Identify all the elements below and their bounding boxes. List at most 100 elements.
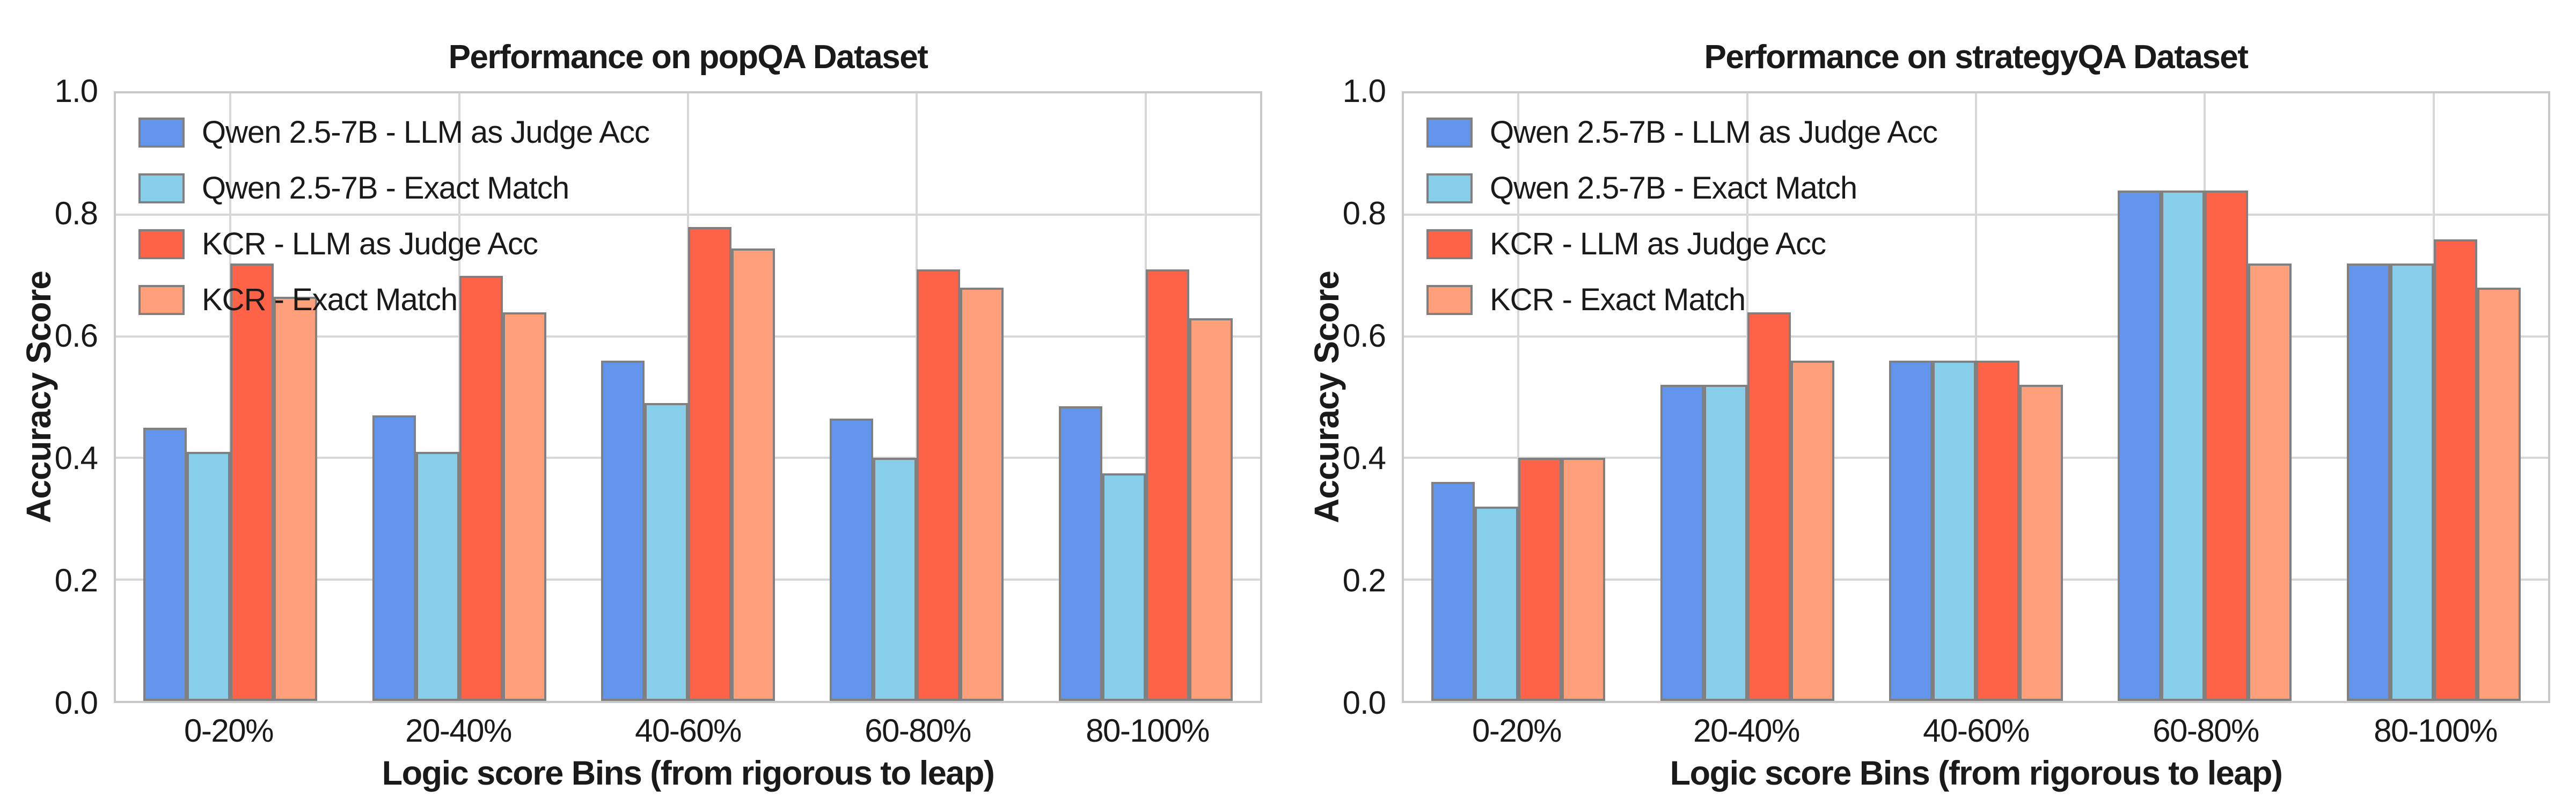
x-tick-label: 20-40% (1693, 713, 1800, 749)
x-tick-label: 20-40% (405, 713, 512, 749)
bar-kcr---exact-match-0-20% (274, 297, 318, 701)
x-tick-label: 40-60% (1923, 713, 2030, 749)
bar-kcr---llm-as-judge-acc-80-100% (2433, 239, 2477, 701)
bar-qwen-2.5-7b---llm-as-judge-acc-20-40% (372, 415, 416, 701)
legend-swatch (1426, 229, 1473, 259)
y-tick-label: 0.8 (1342, 195, 1386, 231)
bar-qwen-2.5-7b---llm-as-judge-acc-20-40% (1660, 385, 1704, 701)
x-tick-label: 60-80% (2153, 713, 2259, 749)
legend-swatch (138, 118, 185, 148)
x-tick-label: 40-60% (635, 713, 742, 749)
bar-kcr---exact-match-60-80% (960, 288, 1004, 701)
legend-swatch (1426, 285, 1473, 315)
bar-kcr---exact-match-80-100% (2477, 288, 2521, 701)
legend-label: KCR - Exact Match (1490, 282, 1746, 317)
y-tick-label: 0.2 (1342, 562, 1386, 598)
bar-kcr---exact-match-20-40% (1790, 361, 1834, 701)
bar-qwen-2.5-7b---llm-as-judge-acc-0-20% (143, 427, 187, 701)
bar-qwen-2.5-7b---exact-match-40-60% (1932, 361, 1976, 701)
bar-kcr---llm-as-judge-acc-80-100% (1145, 269, 1189, 701)
y-tick-label: 0.4 (1342, 440, 1386, 476)
legend-item: KCR - Exact Match (1426, 284, 1937, 316)
legend-item: Qwen 2.5-7B - Exact Match (1426, 173, 1937, 204)
legend-label: KCR - LLM as Judge Acc (202, 226, 538, 261)
y-tick-label: 0.0 (54, 685, 98, 721)
bar-kcr---exact-match-80-100% (1189, 318, 1233, 701)
y-tick-label: 0.0 (1342, 685, 1386, 721)
plot-area: Qwen 2.5-7B - LLM as Judge Acc Qwen 2.5-7… (1402, 91, 2550, 703)
legend-swatch (138, 285, 185, 315)
legend-item: KCR - Exact Match (138, 284, 649, 316)
y-tick-label: 1.0 (54, 73, 98, 109)
y-axis-ticks: 0.0 0.2 0.4 0.6 0.8 1.0 (0, 75, 98, 719)
bar-qwen-2.5-7b---llm-as-judge-acc-40-60% (1889, 361, 1933, 701)
bar-kcr---exact-match-0-20% (1562, 458, 1606, 701)
bar-kcr---exact-match-40-60% (2019, 385, 2063, 701)
bar-kcr---llm-as-judge-acc-0-20% (230, 263, 274, 701)
y-tick-label: 1.0 (1342, 73, 1386, 109)
bar-qwen-2.5-7b---exact-match-0-20% (187, 451, 231, 701)
bar-qwen-2.5-7b---exact-match-20-40% (415, 451, 459, 701)
x-tick-label: 0-20% (184, 713, 274, 749)
x-axis-ticks: 0-20% 20-40% 40-60% 60-80% 80-100% (1402, 715, 2550, 758)
legend: Qwen 2.5-7B - LLM as Judge Acc Qwen 2.5-7… (138, 115, 650, 316)
bar-qwen-2.5-7b---exact-match-60-80% (2161, 191, 2205, 701)
legend-swatch (1426, 173, 1473, 203)
bar-kcr---llm-as-judge-acc-60-80% (917, 269, 961, 701)
legend-swatch (138, 229, 185, 259)
x-tick-label: 60-80% (865, 713, 971, 749)
bar-qwen-2.5-7b---llm-as-judge-acc-0-20% (1431, 482, 1475, 701)
legend-label: Qwen 2.5-7B - Exact Match (202, 171, 569, 206)
legend-label: KCR - LLM as Judge Acc (1490, 226, 1826, 261)
x-axis-label: Logic score Bins (from rigorous to leap) (382, 755, 995, 792)
y-tick-label: 0.8 (54, 195, 98, 231)
bar-kcr---exact-match-60-80% (2248, 263, 2292, 701)
bar-kcr---llm-as-judge-acc-0-20% (1518, 458, 1562, 701)
chart-title: Performance on strategyQA Dataset (1704, 39, 2249, 76)
bar-qwen-2.5-7b---exact-match-60-80% (873, 458, 917, 701)
y-tick-label: 0.2 (54, 562, 98, 598)
strategyqa-chart: Performance on strategyQA Dataset Accura… (1288, 0, 2576, 805)
legend-label: Qwen 2.5-7B - LLM as Judge Acc (202, 115, 650, 150)
bar-qwen-2.5-7b---exact-match-40-60% (644, 403, 688, 701)
bar-qwen-2.5-7b---exact-match-20-40% (1703, 385, 1747, 701)
bar-qwen-2.5-7b---llm-as-judge-acc-80-100% (1058, 406, 1102, 701)
bar-qwen-2.5-7b---exact-match-0-20% (1475, 506, 1519, 701)
bar-qwen-2.5-7b---llm-as-judge-acc-60-80% (2118, 191, 2162, 701)
legend-item: KCR - LLM as Judge Acc (1426, 229, 1937, 260)
legend-item: Qwen 2.5-7B - LLM as Judge Acc (1426, 115, 1938, 150)
legend-swatch (138, 173, 185, 203)
x-tick-label: 80-100% (1086, 713, 1210, 749)
bar-qwen-2.5-7b---llm-as-judge-acc-40-60% (601, 361, 645, 701)
legend-label: Qwen 2.5-7B - Exact Match (1490, 171, 1857, 206)
x-axis-label: Logic score Bins (from rigorous to leap) (1670, 755, 2283, 792)
x-axis-ticks: 0-20% 20-40% 40-60% 60-80% 80-100% (114, 715, 1262, 758)
legend-item: Qwen 2.5-7B - LLM as Judge Acc (138, 115, 650, 150)
bar-kcr---exact-match-20-40% (502, 312, 546, 701)
y-tick-label: 0.6 (1342, 318, 1386, 354)
bar-qwen-2.5-7b---llm-as-judge-acc-60-80% (830, 418, 874, 701)
bar-kcr---llm-as-judge-acc-60-80% (2205, 191, 2249, 701)
legend-label: Qwen 2.5-7B - LLM as Judge Acc (1490, 115, 1938, 150)
y-axis-ticks: 0.0 0.2 0.4 0.6 0.8 1.0 (1288, 75, 1386, 719)
chart-title: Performance on popQA Dataset (448, 39, 928, 76)
bar-qwen-2.5-7b---exact-match-80-100% (1102, 473, 1146, 701)
bar-kcr---exact-match-40-60% (731, 248, 775, 701)
bar-qwen-2.5-7b---llm-as-judge-acc-80-100% (2346, 263, 2390, 701)
bar-qwen-2.5-7b---exact-match-80-100% (2390, 263, 2434, 701)
legend: Qwen 2.5-7B - LLM as Judge Acc Qwen 2.5-7… (1426, 115, 1938, 316)
legend-swatch (1426, 118, 1473, 148)
x-tick-label: 0-20% (1472, 713, 1562, 749)
y-tick-label: 0.4 (54, 440, 98, 476)
legend-label: KCR - Exact Match (202, 282, 458, 317)
popqa-chart: Performance on popQA Dataset Accuracy Sc… (0, 39, 1262, 792)
bar-kcr---llm-as-judge-acc-20-40% (459, 275, 503, 701)
v-gridline (1517, 93, 1520, 701)
bar-kcr---llm-as-judge-acc-40-60% (688, 227, 732, 701)
bar-kcr---llm-as-judge-acc-40-60% (1976, 361, 2020, 701)
legend-item: KCR - LLM as Judge Acc (138, 229, 649, 260)
x-tick-label: 80-100% (2374, 713, 2498, 749)
y-tick-label: 0.6 (54, 318, 98, 354)
legend-item: Qwen 2.5-7B - Exact Match (138, 173, 649, 204)
